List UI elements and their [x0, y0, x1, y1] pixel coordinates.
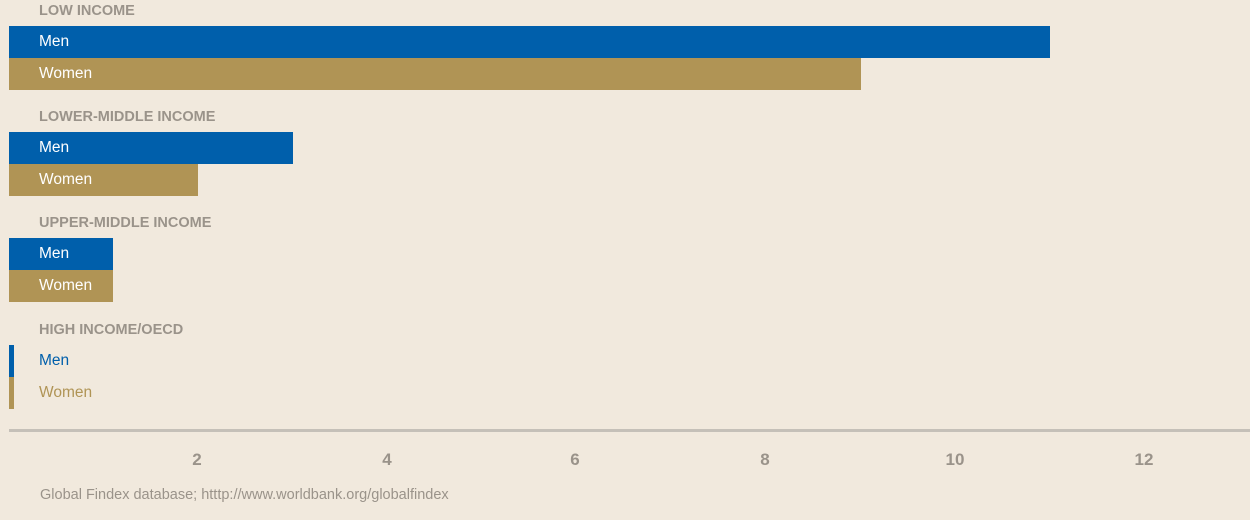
bar-label-low-income-women: Women: [39, 65, 93, 82]
bar-upper-middle-income-women: [9, 270, 114, 302]
bar-label-high-income-oecd-men: Men: [39, 352, 70, 369]
bar-lower-middle-income-men: [9, 132, 293, 164]
x-tick-label: 12: [1134, 450, 1154, 469]
group-label-lower-middle-income: LOWER-MIDDLE INCOME: [39, 109, 216, 125]
bar-lower-middle-income-women: [9, 164, 199, 196]
source-note: Global Findex database; htttp://www.worl…: [40, 487, 449, 503]
group-label-low-income: LOW INCOME: [39, 3, 135, 19]
bar-label-upper-middle-income-men: Men: [39, 245, 70, 262]
bar-label-low-income-men: Men: [39, 33, 70, 50]
group-label-high-income-oecd: HIGH INCOME/OECD: [39, 322, 184, 338]
bar-upper-middle-income-men: [9, 238, 114, 270]
bar-low-income-women: [9, 58, 861, 90]
bar-label-high-income-oecd-women: Women: [39, 384, 93, 401]
x-tick-label: 10: [945, 450, 965, 469]
x-tick-label: 2: [192, 450, 202, 469]
x-tick-label: 4: [382, 450, 392, 469]
bar-label-upper-middle-income-women: Women: [39, 277, 93, 294]
x-axis-line: [9, 429, 1250, 432]
x-tick-label: 8: [760, 450, 770, 469]
bar-high-income-oecd-men: [9, 345, 14, 377]
bar-label-lower-middle-income-women: Women: [39, 171, 93, 188]
group-label-upper-middle-income: UPPER-MIDDLE INCOME: [39, 215, 212, 231]
bar-low-income-men: [9, 26, 1050, 58]
x-tick-label: 6: [570, 450, 580, 469]
bar-label-lower-middle-income-men: Men: [39, 139, 70, 156]
bar-high-income-oecd-women: [9, 377, 14, 409]
